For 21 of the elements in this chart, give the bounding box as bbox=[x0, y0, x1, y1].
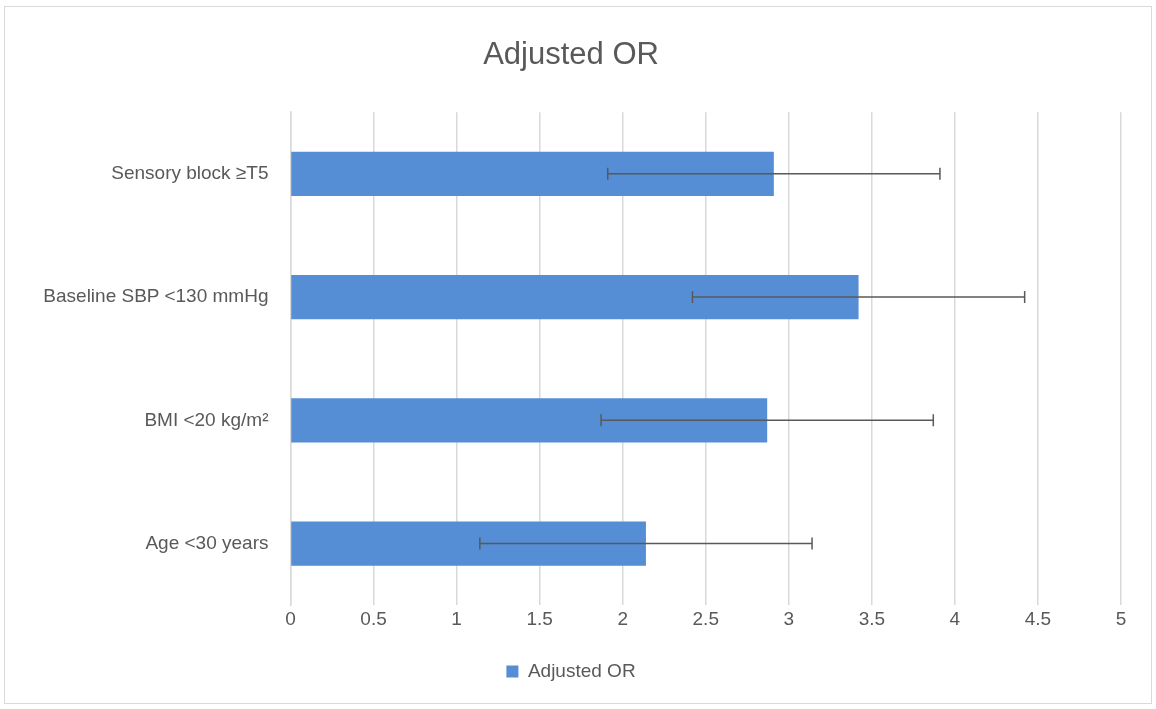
x-tick-label: 1 bbox=[451, 607, 462, 629]
chart-title: Adjusted OR bbox=[483, 36, 659, 72]
bar bbox=[291, 151, 774, 197]
x-tick-label: 4 bbox=[949, 607, 961, 629]
y-tick-label: Age <30 years bbox=[145, 531, 269, 553]
x-tick-label: 4.5 bbox=[1024, 607, 1052, 629]
x-tick-label: 2 bbox=[617, 607, 628, 629]
y-tick-label: Baseline SBP <130 mmHg bbox=[43, 285, 269, 307]
y-tick-label: BMI <20 kg/m² bbox=[144, 408, 269, 430]
x-tick-label: 0.5 bbox=[360, 607, 387, 629]
bar bbox=[291, 274, 859, 320]
x-tick-label: 3.5 bbox=[858, 607, 886, 629]
x-tick-label: 5 bbox=[1115, 607, 1127, 629]
x-tick-label: 1.5 bbox=[526, 607, 553, 629]
y-tick-label: Sensory block ≥T5 bbox=[111, 162, 269, 184]
x-tick-label: 2.5 bbox=[692, 607, 719, 629]
x-tick-label: 0 bbox=[285, 607, 296, 629]
bar bbox=[291, 521, 646, 566]
legend-label: Adjusted OR bbox=[527, 659, 636, 681]
bar bbox=[291, 398, 768, 443]
x-tick-label: 3 bbox=[783, 607, 795, 629]
